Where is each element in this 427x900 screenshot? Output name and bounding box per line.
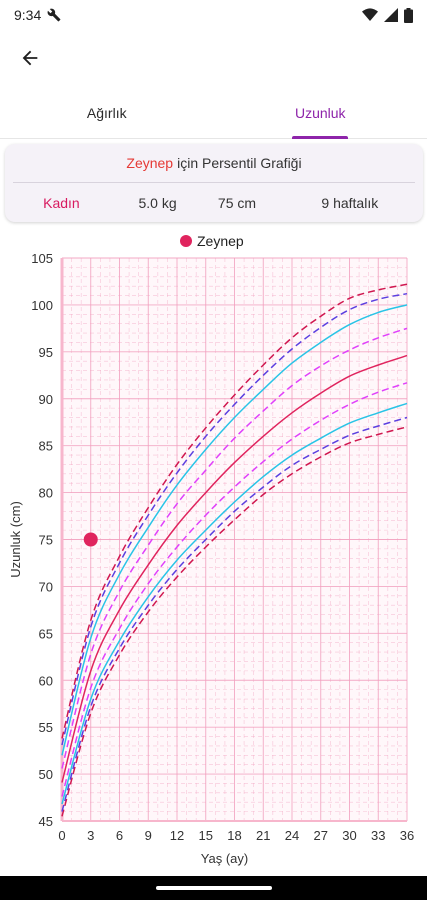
y-tick-label: 70 bbox=[39, 579, 53, 594]
tab-bar: Ağırlık Uzunluk bbox=[0, 88, 427, 139]
x-tick-label: 15 bbox=[199, 828, 213, 843]
tab-uzunluk-label: Uzunluk bbox=[294, 105, 346, 121]
app-bar bbox=[0, 30, 427, 86]
y-tick-label: 95 bbox=[39, 345, 53, 360]
y-tick-label: 55 bbox=[39, 720, 53, 735]
card-title: Zeynep için Persentil Grafiği bbox=[5, 144, 423, 182]
percentile-line-6 bbox=[61, 327, 408, 769]
percentile-line-9 bbox=[61, 283, 408, 739]
age-value: 9 haftalık bbox=[321, 195, 379, 211]
y-tick-label: 85 bbox=[39, 439, 53, 454]
x-tick-label: 24 bbox=[285, 828, 299, 843]
battery-icon bbox=[404, 7, 413, 23]
legend-marker bbox=[180, 235, 192, 247]
x-tick-label: 21 bbox=[256, 828, 270, 843]
x-axis-label: Yaş (ay) bbox=[201, 851, 248, 866]
tab-agirlik-label: Ağırlık bbox=[86, 105, 127, 121]
legend-label: Zeynep bbox=[197, 233, 244, 249]
percentile-chart: 45 50 55 60 65 70 75 80 85 90 95 100 105 0 3 6 9 12 15 18 21… bbox=[0, 228, 427, 876]
wrench-icon bbox=[47, 8, 61, 22]
y-tick-label: 105 bbox=[31, 251, 53, 266]
y-tick-label: 100 bbox=[31, 298, 53, 313]
home-gesture-handle[interactable] bbox=[156, 886, 272, 890]
x-tick-label: 27 bbox=[314, 828, 328, 843]
x-tick-label: 30 bbox=[342, 828, 356, 843]
y-tick-label: 75 bbox=[39, 533, 53, 548]
navigation-bar bbox=[0, 876, 427, 900]
x-tick-label: 3 bbox=[87, 828, 94, 843]
x-tick-label: 33 bbox=[371, 828, 385, 843]
percentile-line-3 bbox=[61, 402, 408, 805]
card-title-suffix: için Persentil Grafiği bbox=[177, 155, 302, 171]
y-tick-label: 90 bbox=[39, 392, 53, 407]
card-divider bbox=[13, 182, 415, 183]
height-value: 75 cm bbox=[217, 195, 257, 211]
y-tick-label: 65 bbox=[39, 626, 53, 641]
data-point-zeynep bbox=[83, 532, 98, 547]
signal-icon bbox=[384, 8, 398, 22]
child-name: Zeynep bbox=[126, 155, 174, 171]
x-tick-label: 6 bbox=[116, 828, 123, 843]
weight-value: 5.0 kg bbox=[138, 195, 177, 211]
x-tick-label: 36 bbox=[400, 828, 414, 843]
y-axis-label: Uzunluk (cm) bbox=[8, 501, 23, 578]
wifi-icon bbox=[362, 8, 378, 21]
x-tick-label: 18 bbox=[227, 828, 241, 843]
status-bar: 9:34 bbox=[0, 0, 427, 30]
percentile-line-2 bbox=[61, 416, 408, 812]
y-tick-label: 60 bbox=[39, 673, 53, 688]
info-card: Zeynep için Persentil Grafiği Kadın 5.0 … bbox=[5, 144, 423, 222]
percentile-line-8 bbox=[61, 292, 408, 746]
tab-active-indicator bbox=[292, 136, 349, 139]
y-tick-label: 80 bbox=[39, 486, 53, 501]
percentile-line-7 bbox=[61, 304, 408, 756]
status-right bbox=[362, 7, 413, 23]
y-tick-label: 45 bbox=[39, 814, 53, 829]
percentile-line-4 bbox=[61, 382, 408, 797]
x-tick-label: 0 bbox=[58, 828, 65, 843]
x-tick-label: 9 bbox=[145, 828, 152, 843]
tab-agirlik[interactable]: Ağırlık bbox=[0, 88, 214, 138]
gender-value: Kadın bbox=[43, 195, 80, 211]
percentile-line-1 bbox=[61, 426, 408, 817]
percentile-line-5 bbox=[61, 354, 408, 783]
tab-uzunluk[interactable]: Uzunluk bbox=[214, 88, 427, 139]
status-left: 9:34 bbox=[14, 7, 61, 23]
card-info-row: Kadın 5.0 kg 75 cm 9 haftalık bbox=[5, 184, 423, 222]
status-time: 9:34 bbox=[14, 7, 42, 23]
arrow-left-icon bbox=[22, 50, 38, 66]
x-tick-label: 12 bbox=[170, 828, 184, 843]
y-tick-label: 50 bbox=[39, 767, 53, 782]
back-button[interactable] bbox=[14, 42, 46, 74]
